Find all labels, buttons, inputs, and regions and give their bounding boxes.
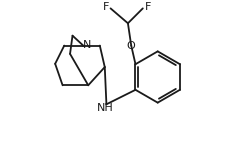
Text: F: F	[145, 2, 151, 12]
Text: NH: NH	[96, 103, 113, 113]
Text: N: N	[83, 40, 91, 50]
Text: F: F	[102, 2, 109, 12]
Text: O: O	[127, 41, 136, 51]
